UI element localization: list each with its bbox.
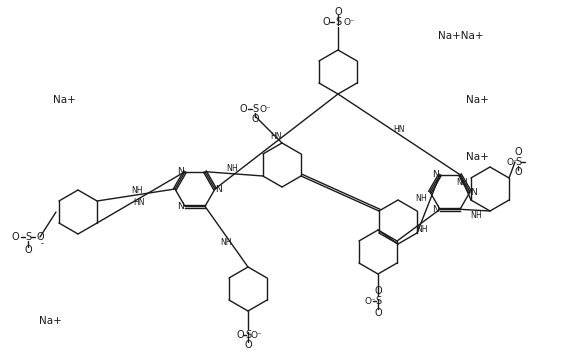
Text: O: O xyxy=(24,245,32,255)
Text: O⁻: O⁻ xyxy=(506,157,518,166)
Text: S: S xyxy=(25,232,31,242)
Text: S: S xyxy=(515,157,521,167)
Text: HN: HN xyxy=(133,198,145,207)
Text: Na+: Na+ xyxy=(466,95,489,105)
Text: N: N xyxy=(178,202,184,211)
Text: N: N xyxy=(178,167,184,176)
Text: S: S xyxy=(245,330,251,340)
Text: NH: NH xyxy=(221,238,232,247)
Text: Na+: Na+ xyxy=(466,152,489,162)
Text: N: N xyxy=(470,187,477,196)
Text: -: - xyxy=(40,240,43,248)
Text: N: N xyxy=(470,211,476,220)
Text: O⁻: O⁻ xyxy=(364,297,376,306)
Text: O⁻: O⁻ xyxy=(343,17,355,26)
Text: N: N xyxy=(216,185,223,193)
Text: H: H xyxy=(231,164,237,174)
Text: O: O xyxy=(236,330,244,340)
Text: HN: HN xyxy=(393,125,405,134)
Text: S: S xyxy=(335,17,341,27)
Text: N: N xyxy=(416,194,422,203)
Text: Na+: Na+ xyxy=(53,95,76,105)
Text: O: O xyxy=(36,232,44,242)
Text: HN: HN xyxy=(271,132,282,141)
Text: O: O xyxy=(514,147,522,157)
Text: N: N xyxy=(433,170,439,179)
Text: S: S xyxy=(252,104,258,114)
Text: S: S xyxy=(375,296,381,306)
Text: NH: NH xyxy=(132,186,143,195)
Text: O: O xyxy=(239,104,247,114)
Text: O: O xyxy=(251,114,259,124)
Text: Na+Na+: Na+Na+ xyxy=(438,31,484,41)
Text: O: O xyxy=(334,7,342,17)
Text: O: O xyxy=(244,340,252,350)
Text: O: O xyxy=(374,286,382,296)
Text: NH: NH xyxy=(457,178,468,187)
Text: Na+: Na+ xyxy=(39,316,62,326)
Text: O: O xyxy=(322,17,330,27)
Text: H: H xyxy=(420,194,427,203)
Text: NH: NH xyxy=(416,225,427,234)
Text: H: H xyxy=(475,211,481,220)
Text: O⁻: O⁻ xyxy=(259,105,271,114)
Text: N: N xyxy=(226,164,232,174)
Text: O: O xyxy=(374,308,382,318)
Text: N: N xyxy=(433,205,439,214)
Text: O: O xyxy=(11,232,19,242)
Text: O⁻: O⁻ xyxy=(250,331,262,340)
Text: O: O xyxy=(514,167,522,177)
